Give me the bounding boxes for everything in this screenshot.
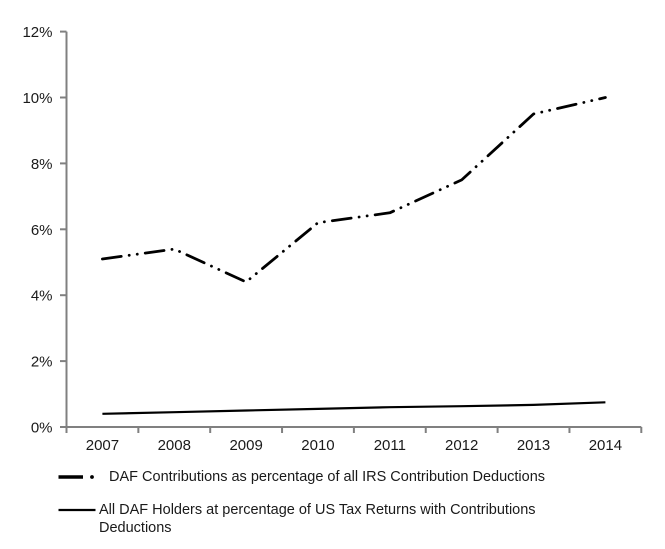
y-axis-tick-label: 2% bbox=[31, 354, 53, 371]
x-axis-tick-label: 2008 bbox=[158, 437, 191, 454]
legend-item-daf-holders: All DAF Holders at percentage of US Tax … bbox=[57, 501, 584, 537]
legend-label-daf-holders: All DAF Holders at percentage of US Tax … bbox=[99, 502, 536, 536]
x-axis-tick-label: 2010 bbox=[301, 437, 334, 454]
chart-legend: DAF Contributions as percentage of all I… bbox=[57, 468, 584, 537]
x-axis-tick-label: 2009 bbox=[229, 437, 262, 454]
legend-item-daf-contributions: DAF Contributions as percentage of all I… bbox=[57, 468, 584, 486]
x-axis-tick-label: 2013 bbox=[517, 437, 550, 454]
x-axis-tick-label: 2014 bbox=[589, 437, 622, 454]
y-axis-tick-label: 12% bbox=[22, 24, 52, 41]
legend-label-daf-contributions: DAF Contributions as percentage of all I… bbox=[109, 469, 546, 485]
plot-area: 0% 2% 4% 6% 8% 10% 12% 2007 2008 2009 2010 2011 2012… bbox=[22, 24, 643, 454]
x-axis-tick-label: 2011 bbox=[374, 437, 406, 454]
y-axis-tick-label: 0% bbox=[31, 420, 53, 437]
y-axis-tick-label: 10% bbox=[22, 90, 52, 107]
dash-dot-line-swatch bbox=[58, 475, 94, 479]
y-axis-tick-label: 8% bbox=[31, 156, 53, 173]
x-axis-tick-label: 2012 bbox=[445, 437, 478, 454]
y-axis-tick-label: 4% bbox=[31, 288, 53, 305]
series-line-1 bbox=[102, 401, 606, 415]
y-axis-tick-label: 6% bbox=[31, 222, 53, 239]
solid-line-swatch bbox=[58, 508, 96, 512]
x-axis-tick-label: 2007 bbox=[86, 437, 119, 454]
series-line-0 bbox=[101, 96, 607, 284]
